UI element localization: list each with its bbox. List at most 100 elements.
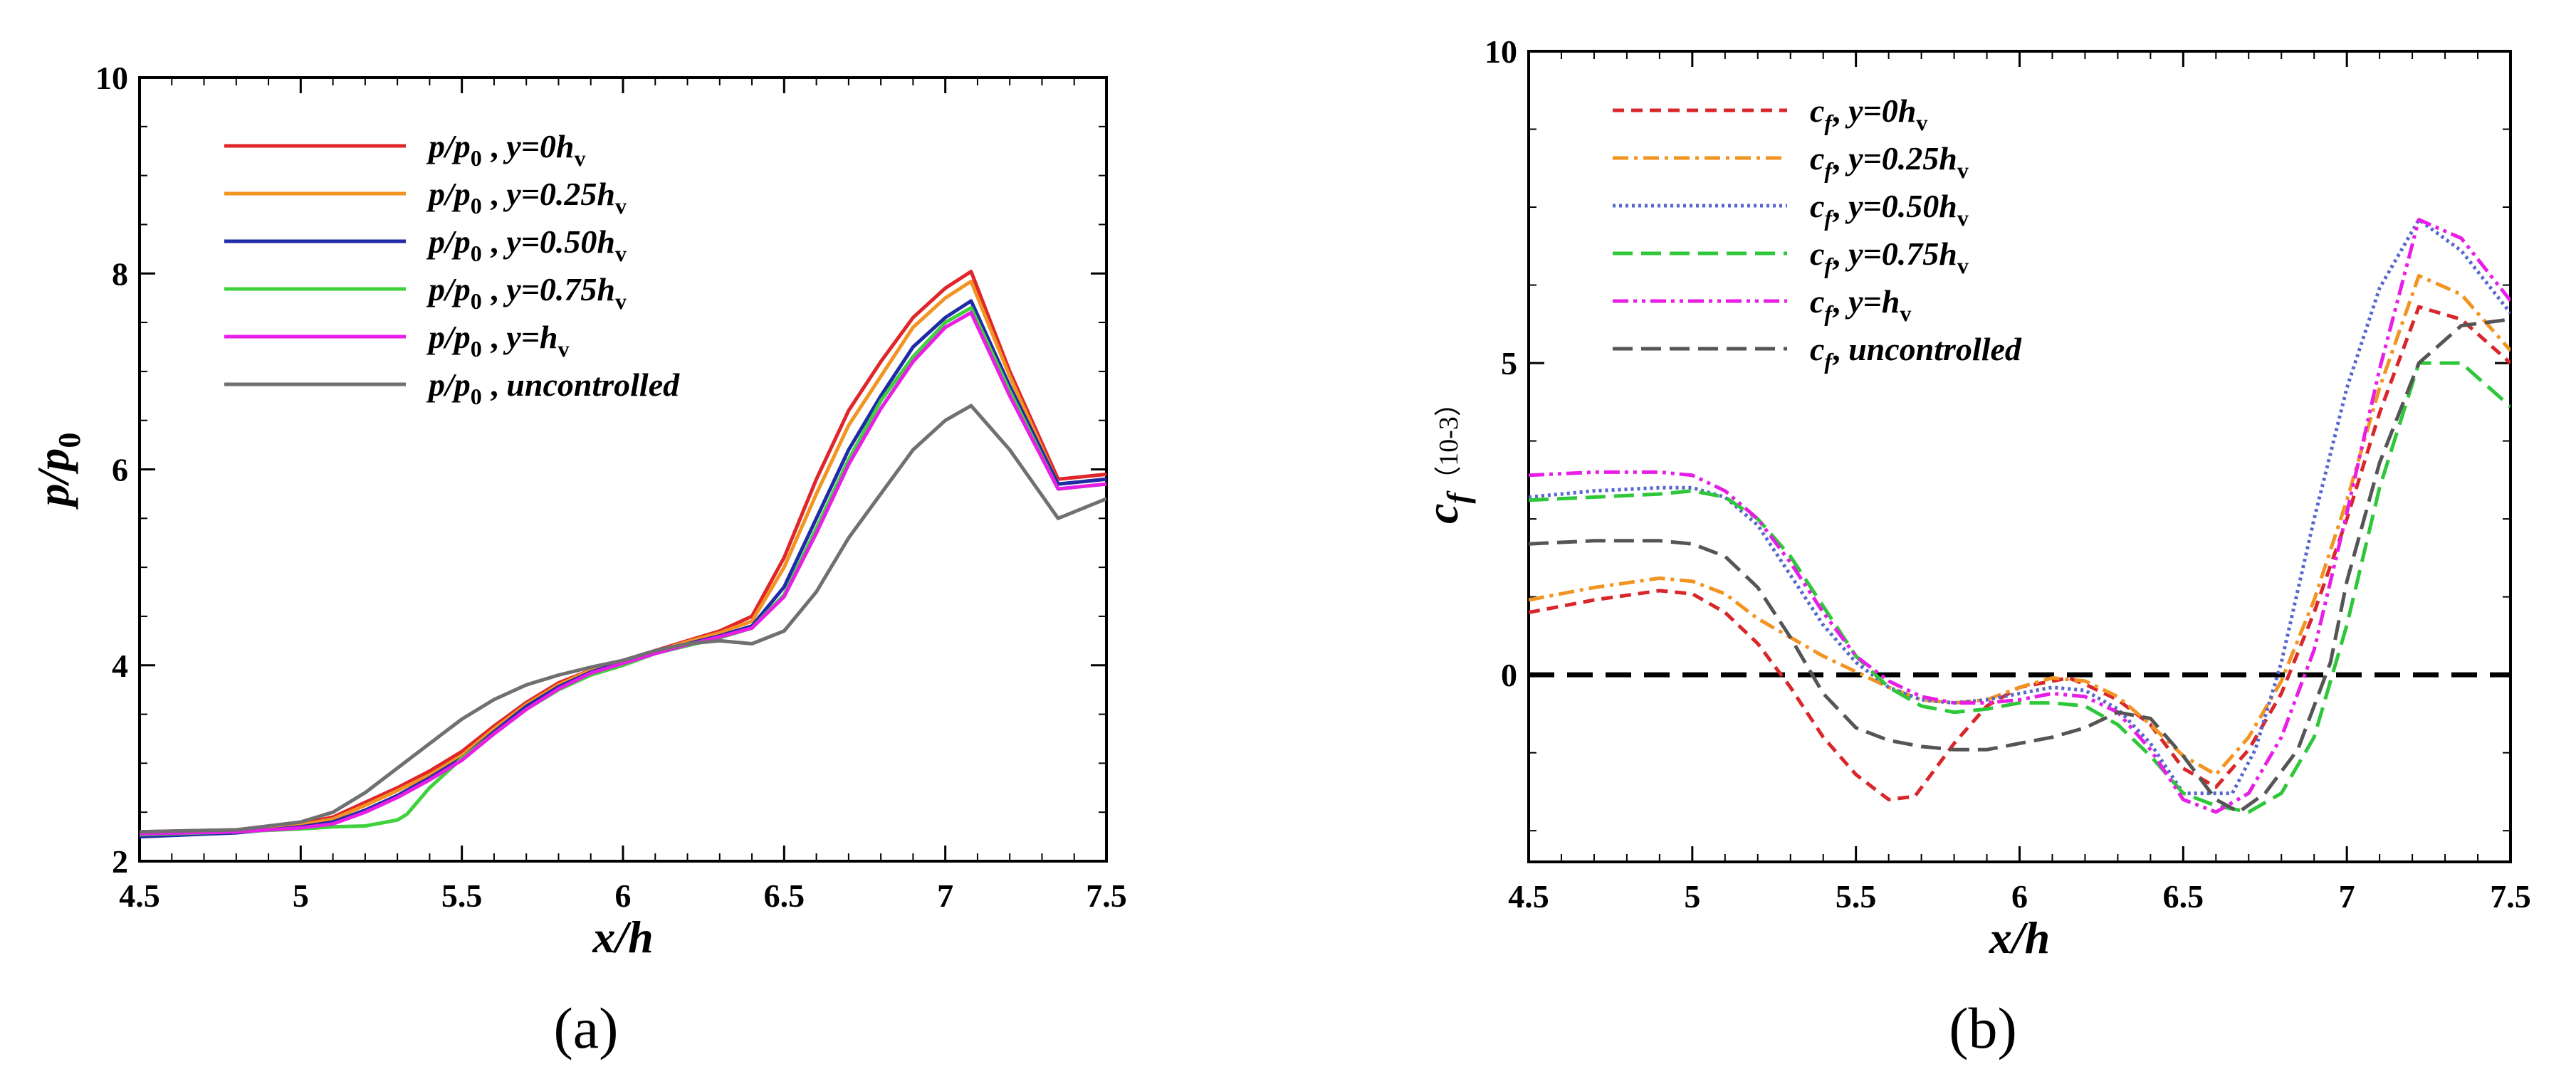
legend-text-part: , xyxy=(482,367,507,403)
legend-text-part: , xyxy=(482,176,507,212)
legend-text-part: uncontrolled xyxy=(1848,331,2022,367)
legend-label-6: cf, uncontrolled xyxy=(1810,331,2022,374)
legend-text-part: y=0.25 xyxy=(1845,140,1939,177)
legend-text-part: v xyxy=(615,193,627,218)
y-tick-label: 6 xyxy=(112,452,128,488)
x-tick-label: 6.5 xyxy=(764,878,805,914)
legend-text-part: h xyxy=(597,223,615,260)
legend-text-part: y=0.75 xyxy=(503,271,597,307)
legend-text-part: , xyxy=(1832,236,1848,272)
legend-text-part: p/p xyxy=(426,367,471,403)
legend-text-part: h xyxy=(556,128,575,164)
legend-text-part: v xyxy=(1957,157,1969,183)
legend-text-part: 0 xyxy=(471,336,482,362)
series-line-6 xyxy=(1529,317,2510,814)
legend-text-part: y=0 xyxy=(503,128,556,164)
legend-text-part: f xyxy=(1824,157,1834,183)
legend-text-part: c xyxy=(1810,188,1824,224)
legend-text-part: y=0 xyxy=(1845,93,1898,129)
legend-text-part: h xyxy=(597,176,615,212)
x-tick-label: 6 xyxy=(2011,878,2028,915)
x-axis-label: x/h xyxy=(1989,912,2050,963)
legend-text-part: v xyxy=(1900,300,1911,326)
legend-text-part: h xyxy=(1939,140,1957,177)
y-tick-label: 0 xyxy=(1501,657,1517,693)
legend-text-part: h xyxy=(540,319,558,355)
legend-text-part: v xyxy=(1957,253,1969,278)
y-tick-label: 10 xyxy=(95,60,128,96)
legend-text-part: f xyxy=(1824,253,1834,278)
legend-text-part: , xyxy=(482,223,507,260)
y-axis-label: cf（10-3） xyxy=(1417,389,1476,524)
y-tick-label: 10 xyxy=(1485,33,1517,70)
legend-text-part: , xyxy=(1832,93,1848,129)
panel-b-caption: (b) xyxy=(1949,996,2017,1060)
x-tick-label: 6.5 xyxy=(2163,878,2204,915)
series-line-6 xyxy=(140,404,1106,834)
series-line-4 xyxy=(1529,361,2510,814)
legend-text-part: h xyxy=(1939,236,1957,272)
legend-label-3: p/p0 , y=0.50hv xyxy=(426,223,627,266)
legend-text-part: v xyxy=(558,336,570,362)
series-line-5 xyxy=(140,310,1106,836)
legend-text-part: 0 xyxy=(471,384,482,409)
legend-label-3: cf, y=0.50hv xyxy=(1810,188,1969,231)
legend-label-2: cf, y=0.25hv xyxy=(1810,140,1969,183)
y-tick-label: 5 xyxy=(1501,345,1517,381)
legend-label-4: cf, y=0.75hv xyxy=(1810,236,1969,278)
legend-text-part: v xyxy=(615,288,627,314)
legend-text-part: , xyxy=(1832,283,1848,320)
legend-text-part: 0 xyxy=(471,288,482,314)
legend-text-part: , xyxy=(482,319,507,355)
y-label-unit: （10-3） xyxy=(1434,389,1464,493)
legend-text-part: y= xyxy=(1845,283,1882,320)
panel-a-caption: (a) xyxy=(553,996,618,1060)
legend-text-part: v xyxy=(1957,205,1969,231)
x-tick-label: 5 xyxy=(293,878,309,914)
legend-text-part: c xyxy=(1810,283,1824,320)
x-tick-label: 5.5 xyxy=(1836,878,1877,915)
y-label-part: c xyxy=(1417,503,1467,523)
legend-text-part: p/p xyxy=(426,128,471,164)
y-tick-label: 2 xyxy=(112,843,128,880)
x-tick-label: 7 xyxy=(937,878,953,914)
legend-label-1: cf, y=0hv xyxy=(1810,93,1927,135)
legend-text-part: h xyxy=(597,271,615,307)
legend-text-part: v xyxy=(615,241,627,266)
legend-label-6: p/p0 , uncontrolled xyxy=(426,367,680,409)
legend-text-part: c xyxy=(1810,236,1824,272)
legend-text-part: y= xyxy=(503,319,540,355)
legend-text-part: h xyxy=(1882,283,1900,320)
y-label-sub: 0 xyxy=(52,433,87,448)
series-line-3 xyxy=(1529,218,2510,796)
legend-text-part: p/p xyxy=(426,176,471,212)
legend-text-part: 0 xyxy=(471,193,482,218)
series-line-5 xyxy=(1529,218,2510,814)
legend-text-part: h xyxy=(1939,188,1957,224)
legend-text-part: , xyxy=(1832,331,1848,367)
x-tick-label: 6 xyxy=(615,878,632,914)
x-tick-label: 5 xyxy=(1684,878,1700,915)
legend-text-part: p/p xyxy=(426,271,471,307)
legend-text-part: y=0.75 xyxy=(1845,236,1939,272)
x-tick-label: 4.5 xyxy=(119,878,160,914)
x-tick-label: 7.5 xyxy=(2490,878,2531,915)
legend-text-part: 0 xyxy=(471,145,482,171)
legend-text-part: uncontrolled xyxy=(506,367,680,403)
legend-text-part: v xyxy=(575,145,586,171)
legend-label-1: p/p0 , y=0hv xyxy=(426,128,586,171)
legend-text-part: f xyxy=(1824,348,1834,374)
legend-text-part: y=0.50 xyxy=(503,223,597,260)
y-label-sub: f xyxy=(1441,490,1476,503)
legend-text-part: c xyxy=(1810,140,1824,177)
legend-label-4: p/p0 , y=0.75hv xyxy=(426,271,627,314)
legend-text-part: p/p xyxy=(426,319,471,355)
legend-text-part: c xyxy=(1810,331,1824,367)
legend-text-part: c xyxy=(1810,93,1824,129)
legend-text-part: f xyxy=(1824,300,1834,326)
legend-label-2: p/p0 , y=0.25hv xyxy=(426,176,627,218)
y-label-part: p/p xyxy=(28,448,78,510)
